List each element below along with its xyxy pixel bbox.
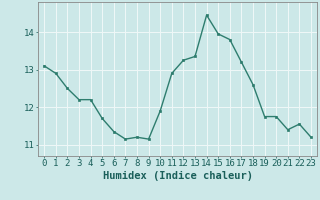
X-axis label: Humidex (Indice chaleur): Humidex (Indice chaleur)	[103, 171, 252, 181]
